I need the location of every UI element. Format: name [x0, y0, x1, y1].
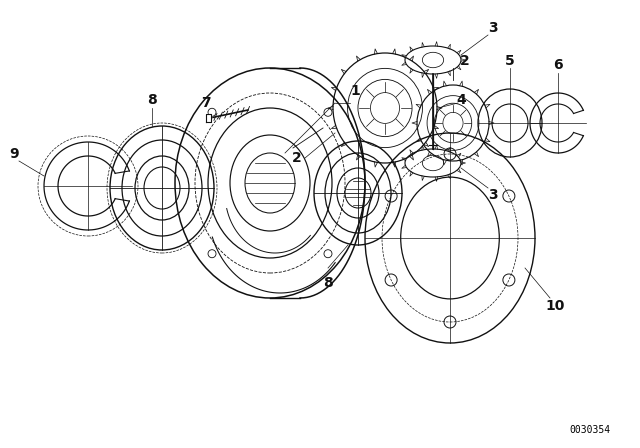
Text: 4: 4	[456, 93, 466, 107]
Text: 9: 9	[9, 147, 19, 161]
Text: 2: 2	[460, 54, 470, 68]
Text: 5: 5	[505, 54, 515, 68]
Text: 1: 1	[350, 84, 360, 98]
Text: 3: 3	[488, 21, 498, 35]
Text: 3: 3	[488, 188, 498, 202]
Text: 6: 6	[553, 58, 563, 72]
Text: 8: 8	[147, 93, 157, 107]
Polygon shape	[206, 114, 211, 122]
Text: 0030354: 0030354	[570, 425, 611, 435]
Text: 8: 8	[323, 276, 333, 290]
Text: 7: 7	[201, 96, 211, 110]
Text: 10: 10	[545, 299, 564, 313]
Text: 2: 2	[292, 151, 302, 165]
